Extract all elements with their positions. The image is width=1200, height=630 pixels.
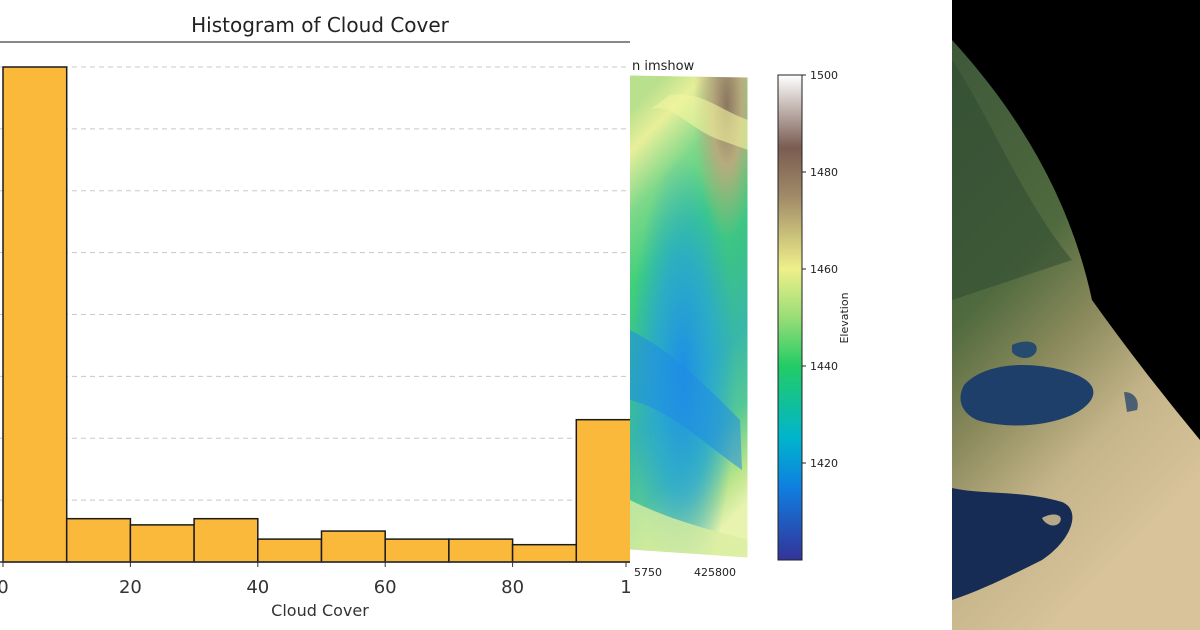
histogram-bar (575, 418, 630, 563)
histogram-bar (257, 538, 323, 563)
imshow-x-tick: 425800 (694, 566, 736, 579)
x-tick-label: 1 (620, 577, 630, 598)
colorbar-label: Elevation (838, 292, 851, 343)
histogram-bar (129, 524, 195, 563)
histogram-bar (511, 543, 578, 563)
x-tick-label: 0 (0, 577, 9, 598)
imshow-x-tick: 5750 (634, 566, 662, 579)
imshow-title: n imshow (632, 59, 695, 74)
imshow-x-ticks: 5750 425800 (634, 566, 736, 579)
x-axis-label: Cloud Cover (271, 601, 369, 620)
chart-title: Histogram of Cloud Cover (191, 13, 450, 37)
colorbar-tick-label: 1500 (810, 69, 838, 82)
histogram-bar (384, 538, 450, 563)
mediterranean-sea (952, 488, 1073, 600)
colorbar-tick-label: 1480 (810, 166, 838, 179)
black-sea (960, 365, 1094, 426)
histogram-bar (193, 517, 259, 563)
colorbar-tick-label: 1420 (810, 457, 838, 470)
x-tick-label: 80 (501, 577, 524, 598)
histogram-bar (2, 66, 68, 563)
histogram-bar (320, 530, 386, 563)
elevation-image (630, 74, 749, 559)
colorbar-tick-label: 1440 (810, 360, 838, 373)
x-tick-label: 40 (246, 577, 269, 598)
colorbar-tick-label: 1460 (810, 263, 838, 276)
x-tick-label: 20 (119, 577, 142, 598)
x-tick-label: 60 (374, 577, 397, 598)
histogram-panel: Histogram of Cloud Cover 0 20 40 60 80 1 Clou… (0, 13, 630, 620)
colorbar-gradient (777, 74, 803, 561)
elevation-panel: n imshow 5750 425800 1500 1480 1460 1440 142… (630, 0, 952, 630)
histogram-chart: Histogram of Cloud Cover 0 20 40 60 80 1 Clou… (0, 13, 630, 620)
colorbar: 1500 1480 1460 1440 1420 Elevation (777, 69, 851, 561)
satellite-map (952, 40, 1200, 630)
satellite-panel (952, 0, 1200, 630)
histogram-bar (448, 538, 514, 563)
histogram-bar (65, 517, 132, 563)
elevation-chart: n imshow 5750 425800 1500 1480 1460 1440 142… (630, 59, 851, 579)
